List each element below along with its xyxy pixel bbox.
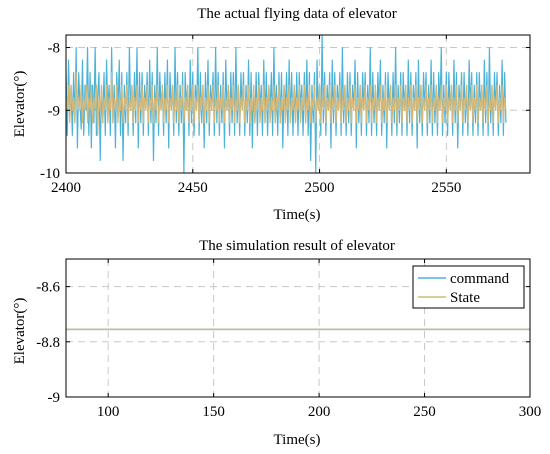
y-tick-label: -8.8 [36,335,60,351]
legend-box [412,265,525,309]
x-tick-label: 2450 [178,180,208,196]
y-axis-label: Elevator(°) [12,71,28,138]
x-tick-label: 200 [308,404,331,420]
x-tick-label: 300 [519,404,542,420]
legend: command State [412,265,525,309]
y-tick-label: -8 [48,41,61,57]
series-line-0 [66,35,507,173]
plot-area [66,35,507,173]
y-axis-label: Elevator(°) [12,298,28,365]
y-tick-label: -9 [48,390,61,406]
x-tick-label: 100 [97,404,120,420]
x-tick-label: 2500 [305,180,335,196]
x-axis-label: Time(s) [274,207,321,223]
y-tick-label: -8.6 [36,280,60,296]
series-line-1 [66,72,507,136]
chart-actual-flying-data: The actual flying data of elevator 2400 2… [12,6,531,223]
tick-labels: 100 150 200 250 300 -9 -8.8 -8.6 [36,259,541,420]
x-tick-label: 250 [413,404,436,420]
y-tick-label: -10 [40,166,60,182]
legend-label-state: State [450,290,480,306]
x-axis-label: Time(s) [274,432,321,448]
x-tick-label: 2550 [431,180,461,196]
tick-labels: 2400 2450 2500 2550 -10 -9 -8 [40,35,530,196]
x-tick-label: 2400 [51,180,81,196]
axes-frame [65,258,531,398]
y-tick-label: -9 [48,103,61,119]
chart-title: The actual flying data of elevator [197,6,397,22]
axes-frame [65,34,531,174]
chart-simulation-result: The simulation result of elevator 100 150… [12,238,541,448]
chart-title: The simulation result of elevator [199,238,395,254]
x-tick-label: 150 [202,404,225,420]
legend-label-command: command [450,271,510,287]
